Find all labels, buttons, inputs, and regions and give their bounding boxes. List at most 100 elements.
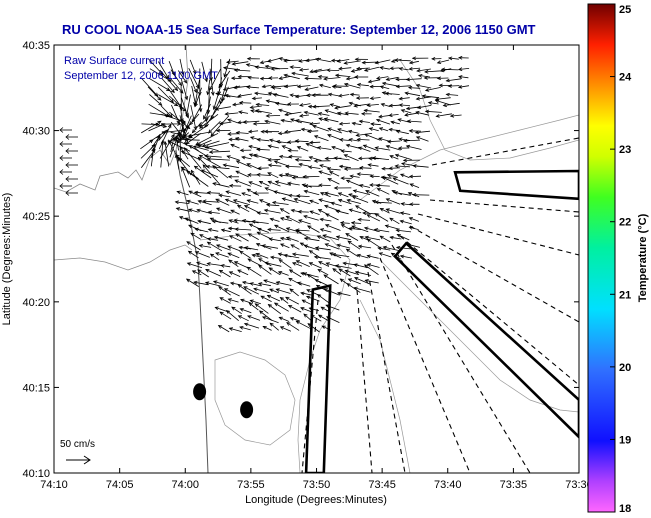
current-vector	[187, 132, 209, 138]
current-vector	[269, 138, 282, 144]
current-vector	[404, 91, 421, 97]
current-vector	[381, 176, 399, 185]
current-vector	[298, 113, 310, 118]
current-vector	[417, 74, 430, 78]
current-vector	[332, 84, 349, 88]
current-vector	[349, 92, 360, 97]
current-vector	[240, 298, 251, 304]
current-vector	[285, 236, 299, 242]
current-vector	[258, 310, 273, 321]
current-vector	[220, 264, 231, 268]
current-vector	[263, 279, 279, 285]
current-vector	[149, 94, 163, 106]
current-vector	[365, 190, 380, 197]
current-vector	[222, 66, 241, 71]
current-vector	[160, 139, 165, 168]
current-vector	[389, 66, 400, 71]
current-vector	[196, 143, 219, 152]
bathymetry-contour	[359, 299, 411, 473]
current-vector	[222, 163, 240, 169]
current-vector	[314, 246, 331, 251]
current-vector	[399, 173, 410, 179]
annotation-line-2: September 12, 2006 1100 GMT	[64, 70, 218, 82]
current-vector	[317, 314, 329, 322]
current-vector	[317, 269, 329, 276]
current-vector	[374, 59, 391, 65]
current-vector	[207, 210, 220, 215]
current-vector	[334, 264, 352, 269]
colorbar-tick-label: 19	[619, 434, 631, 446]
current-vector	[141, 78, 159, 97]
current-vector	[258, 181, 270, 187]
current-vector	[408, 202, 420, 207]
current-vector	[340, 176, 352, 181]
current-vector	[273, 190, 289, 196]
current-vector	[264, 64, 281, 70]
current-vector	[159, 69, 179, 92]
current-vector	[399, 219, 412, 225]
current-vector	[279, 243, 290, 249]
current-vector	[150, 147, 156, 167]
current-vector	[253, 153, 270, 160]
current-vector	[406, 119, 422, 124]
current-vector	[347, 129, 359, 134]
current-vector	[303, 236, 320, 242]
bathymetry-contour	[399, 59, 579, 161]
current-vector	[424, 69, 442, 74]
current-vector	[304, 86, 319, 91]
current-vector	[241, 155, 252, 160]
current-vector	[241, 192, 252, 197]
current-vector	[396, 234, 410, 241]
scale-label: 50 cm/s	[60, 439, 95, 450]
current-vector	[329, 103, 341, 108]
current-vector	[228, 183, 242, 188]
current-vector	[313, 135, 329, 142]
current-vector	[204, 142, 230, 149]
current-vector	[210, 115, 230, 137]
current-vector	[284, 111, 302, 117]
current-vector	[283, 73, 300, 80]
current-vector	[243, 286, 260, 295]
current-vector	[336, 128, 349, 133]
current-vector	[398, 96, 410, 101]
current-vector	[407, 85, 421, 90]
current-vector	[253, 91, 272, 96]
current-vector	[319, 217, 332, 222]
y-tick-label: 40:35	[22, 40, 50, 52]
current-vector	[415, 96, 432, 101]
current-vector	[399, 254, 412, 259]
current-vector	[268, 76, 279, 80]
current-vector	[269, 288, 279, 294]
y-tick-label: 40:10	[22, 468, 50, 480]
current-vector	[382, 245, 400, 251]
current-vector	[140, 144, 156, 159]
current-vector	[233, 261, 249, 269]
current-vector	[366, 103, 379, 108]
current-vector	[351, 195, 369, 203]
current-vector	[215, 128, 231, 133]
current-vector	[234, 227, 252, 232]
current-vector	[243, 246, 259, 251]
current-vector	[207, 121, 221, 134]
current-vector	[298, 59, 310, 63]
current-vector	[151, 123, 168, 128]
current-vector	[238, 110, 249, 115]
current-vector	[369, 174, 380, 179]
current-vector	[246, 163, 261, 171]
current-vector	[303, 215, 319, 221]
current-vector	[291, 71, 309, 77]
shipping-lane	[304, 283, 332, 473]
current-vector	[323, 288, 340, 296]
current-vector	[389, 235, 402, 240]
chart-title: RU COOL NOAA-15 Sea Surface Temperature:…	[62, 22, 536, 37]
current-vector	[436, 59, 450, 64]
current-vector	[177, 70, 188, 84]
current-vector	[357, 146, 371, 152]
x-tick-label: 73:30	[565, 479, 593, 491]
current-vector	[345, 233, 359, 241]
current-vector	[323, 117, 339, 123]
current-vector	[306, 129, 319, 134]
current-vector	[227, 118, 239, 124]
current-vector	[211, 219, 229, 224]
current-vector	[295, 260, 310, 267]
